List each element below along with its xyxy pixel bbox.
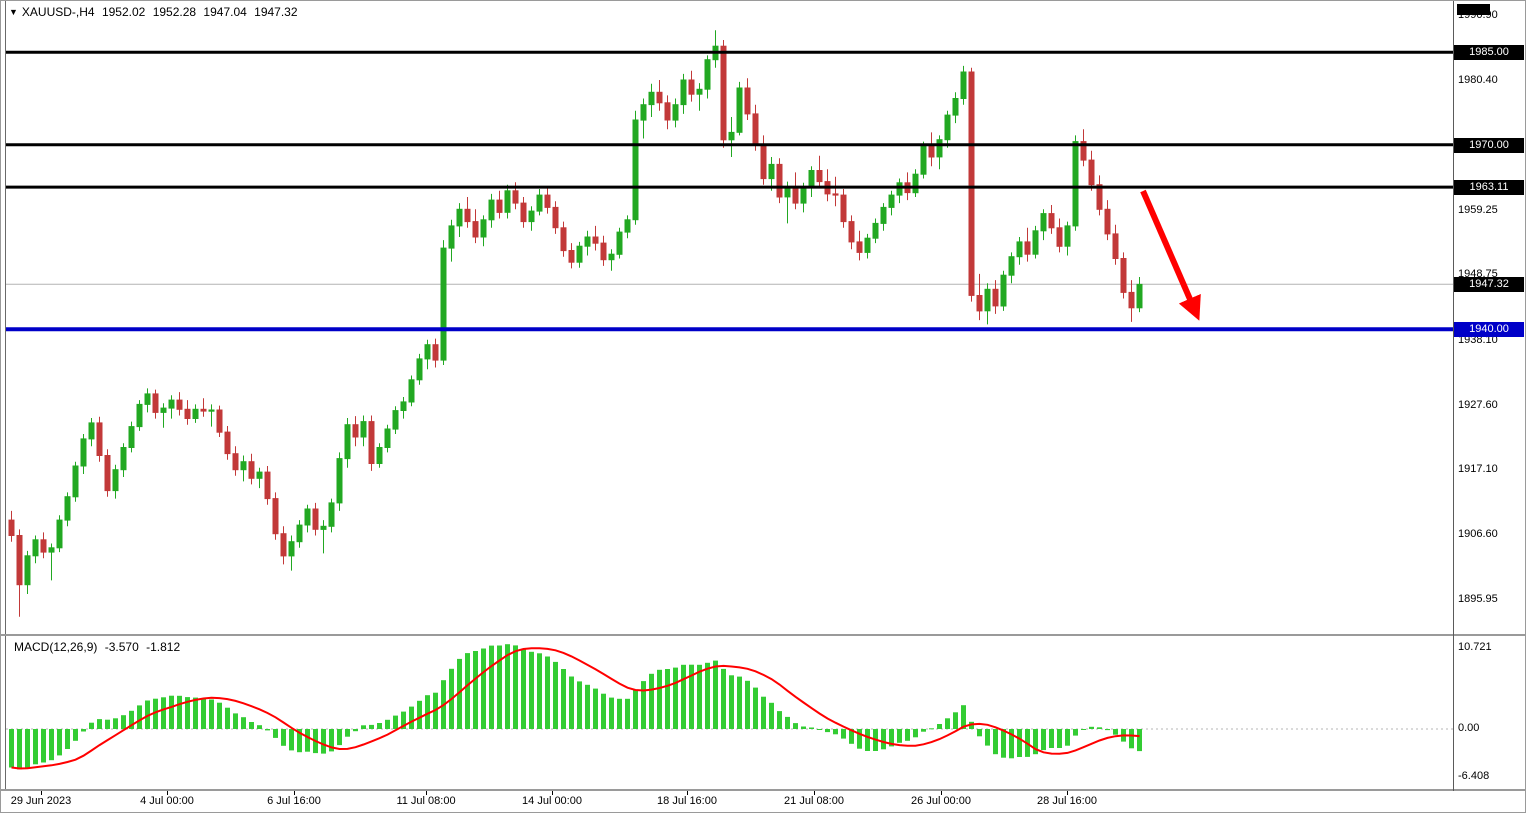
price-scale[interactable]: 1990.90 1985.00 1980.40 1970.00 1963.11 1959.…	[1454, 1, 1525, 791]
chart-title: ▼ XAUUSD-,H4 1952.02 1952.28 1947.04 1947…	[9, 5, 302, 19]
time-tick	[1067, 791, 1068, 795]
chart-left-border	[5, 1, 6, 791]
time-tick	[426, 791, 427, 795]
price-level-box: 1947.32	[1454, 277, 1524, 293]
time-axis-label: 6 Jul 16:00	[267, 795, 321, 807]
macd-name: MACD(12,26,9)	[14, 640, 98, 654]
time-scale[interactable]: 29 Jun 2023 4 Jul 00:00 6 Jul 16:00 11 Jul …	[6, 791, 1453, 812]
macd-indicator-label: MACD(12,26,9) -3.570 -1.812	[14, 640, 184, 654]
pane-separator[interactable]	[1, 789, 1525, 791]
macd-signal-value: -1.812	[146, 640, 181, 654]
macd-main-value: -3.570	[104, 640, 139, 654]
price-axis-label: 1917.10	[1458, 463, 1498, 476]
macd-histogram	[9, 644, 1142, 770]
time-axis-label: 21 Jul 08:00	[784, 795, 844, 807]
pane-separator[interactable]	[1, 634, 1525, 636]
time-tick	[814, 791, 815, 795]
time-axis-label: 29 Jun 2023	[10, 795, 72, 807]
time-axis-label: 11 Jul 08:00	[396, 795, 456, 807]
time-axis-label: 26 Jul 00:00	[911, 795, 971, 807]
time-tick	[552, 791, 553, 795]
ohlc-high: 1952.28	[152, 5, 197, 19]
time-tick	[687, 791, 688, 795]
macd-chart[interactable]	[6, 636, 1453, 789]
trend-arrow[interactable]	[1140, 189, 1201, 321]
symbol-period: XAUUSD-,H4	[21, 5, 95, 19]
candles	[8, 30, 1143, 617]
price-level-box: 1970.00	[1454, 137, 1524, 153]
ohlc-low: 1947.04	[203, 5, 247, 19]
price-level-box: 1963.11	[1454, 180, 1524, 196]
price-level-box: 1940.00	[1454, 322, 1524, 338]
time-tick	[941, 791, 942, 795]
price-scale-border	[1453, 1, 1454, 791]
price-chart[interactable]	[6, 1, 1453, 634]
time-axis-label: 18 Jul 16:00	[657, 795, 717, 807]
macd-axis-label: 10.721	[1458, 641, 1492, 653]
time-axis-label: 14 Jul 00:00	[522, 795, 582, 807]
price-axis-label: 1906.60	[1458, 527, 1498, 540]
ohlc-close: 1947.32	[254, 5, 298, 19]
time-tick	[167, 791, 168, 795]
macd-axis-label: 0.00	[1458, 722, 1480, 734]
macd-axis-label: -6.408	[1458, 770, 1490, 783]
time-axis-label: 4 Jul 00:00	[140, 795, 194, 807]
symbol-dropdown-icon[interactable]: ▼	[9, 7, 18, 17]
macd-signal-line	[11, 647, 1140, 770]
price-level-box: 1985.00	[1454, 45, 1524, 61]
time-tick	[41, 791, 42, 795]
time-tick	[294, 791, 295, 795]
price-axis-label: 1927.60	[1458, 398, 1498, 411]
price-axis-label: 1980.40	[1458, 73, 1498, 86]
price-axis-label: 1959.25	[1458, 203, 1498, 216]
axis-corner-marker	[1457, 4, 1490, 15]
price-axis-label: 1895.95	[1458, 593, 1498, 606]
time-axis-label: 28 Jul 16:00	[1037, 795, 1097, 807]
macd-scale[interactable]: 10.721 0.00 -6.408	[1454, 636, 1525, 789]
ohlc-open: 1952.02	[101, 5, 146, 19]
